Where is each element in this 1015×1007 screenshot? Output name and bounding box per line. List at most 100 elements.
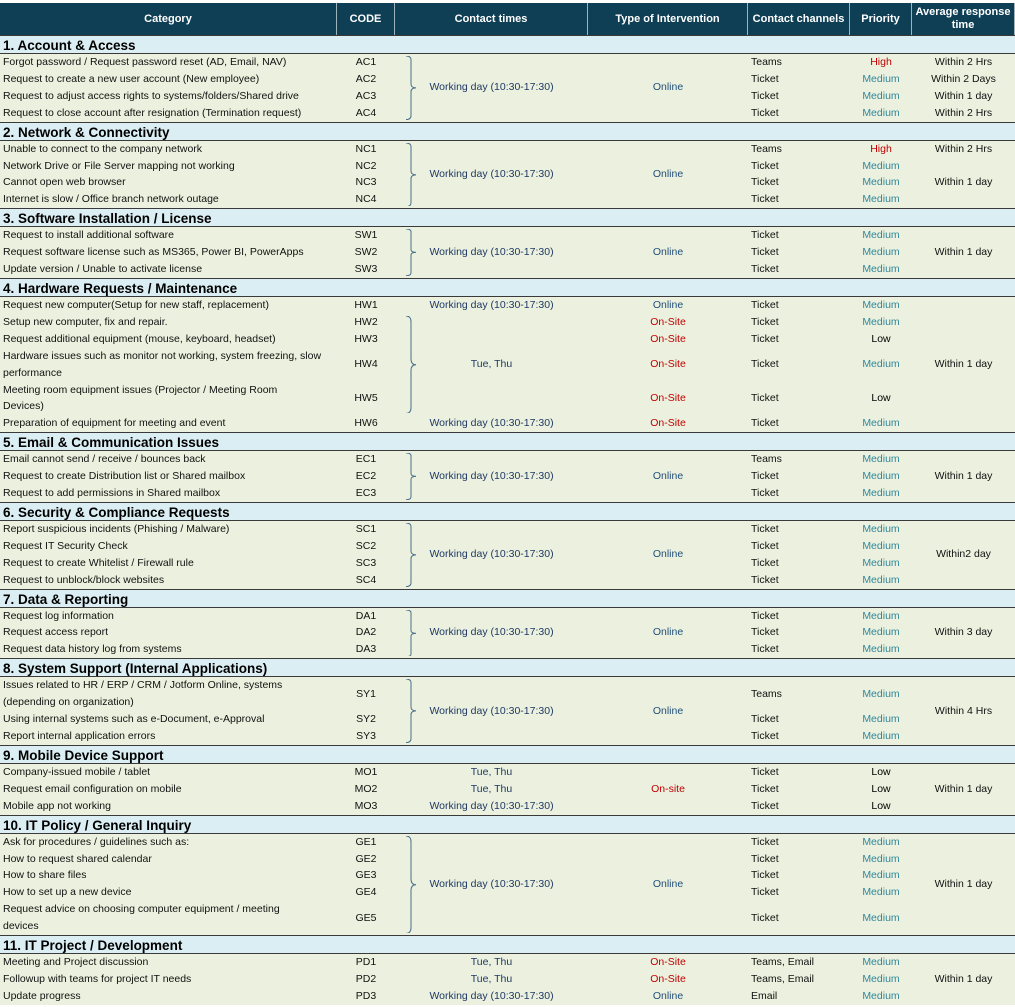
code-cell: SW3 bbox=[354, 263, 378, 276]
intervention-cell: Online bbox=[652, 167, 684, 180]
contact-time-cell: Working day (10:30-17:30) bbox=[395, 608, 588, 659]
channel-cell: Ticket bbox=[751, 89, 779, 102]
intervention-cell: On-Site bbox=[650, 417, 686, 430]
response-cell: Within 1 day bbox=[934, 246, 993, 259]
priority-cell: Medium bbox=[862, 835, 900, 848]
channel-cell: Teams bbox=[751, 453, 782, 466]
channel-cell: Ticket bbox=[751, 852, 779, 865]
category-cell: Report internal application errors bbox=[3, 730, 156, 742]
category-cell: Preparation of equipment for meeting and… bbox=[3, 417, 226, 430]
section-title: 2. Network & Connectivity bbox=[0, 121, 1015, 141]
code-cell: SY2 bbox=[356, 713, 376, 726]
channel-cell: Teams, Email bbox=[751, 972, 815, 985]
priority-cell: Medium bbox=[862, 315, 900, 328]
code-cell: SC2 bbox=[355, 539, 377, 552]
brace-path bbox=[406, 56, 416, 120]
category-cell: Request IT Security Check bbox=[3, 539, 128, 552]
priority-cell: Medium bbox=[862, 72, 900, 85]
priority-cell: Medium bbox=[862, 911, 900, 924]
code-cell: GE4 bbox=[355, 886, 377, 899]
category-cell: Report suspicious incidents (Phishing / … bbox=[3, 522, 230, 535]
contact-time-cell: Working day (10:30-17:30) bbox=[429, 417, 554, 430]
response-cell: Within 1 day bbox=[934, 358, 993, 371]
brace bbox=[405, 523, 417, 587]
response-cell: Within 1 day bbox=[934, 89, 993, 102]
intervention-cell: On-Site bbox=[650, 358, 686, 371]
brace-path bbox=[406, 229, 416, 276]
channel-cell: Ticket bbox=[751, 263, 779, 276]
category-cell: Request log information bbox=[3, 609, 114, 622]
priority-cell: Medium bbox=[862, 159, 900, 172]
category-cell: Email cannot send / receive / bounces ba… bbox=[3, 453, 206, 466]
brace bbox=[405, 229, 417, 276]
response-cell: Within 2 Hrs bbox=[934, 142, 993, 155]
category-cell: Unable to connect to the company network bbox=[3, 142, 203, 155]
code-cell: DA2 bbox=[355, 626, 377, 639]
contact-time-cell: Working day (10:30-17:30) bbox=[395, 677, 588, 745]
channel-cell: Ticket bbox=[751, 556, 779, 569]
response-cell: Within 4 Hrs bbox=[934, 704, 993, 717]
brace bbox=[405, 836, 417, 933]
channel-cell: Ticket bbox=[751, 229, 779, 242]
category-cell: Cannot open web browser bbox=[3, 176, 126, 189]
channel-cell: Ticket bbox=[751, 782, 779, 795]
category-cell: Request software license such as MS365, … bbox=[3, 246, 304, 259]
category-cell: Meeting room equipment issues (Projector… bbox=[3, 383, 278, 413]
category-cell: Request to create Distribution list or S… bbox=[3, 470, 246, 483]
code-cell: SY3 bbox=[356, 730, 376, 742]
section-title: 6. Security & Compliance Requests bbox=[0, 501, 1015, 521]
category-cell: Update version / Unable to activate lice… bbox=[3, 263, 203, 276]
intervention-cell: On-site bbox=[651, 782, 685, 795]
priority-cell: Medium bbox=[862, 609, 900, 622]
code-cell: GE1 bbox=[355, 835, 377, 848]
code-cell: SW2 bbox=[354, 246, 378, 259]
category-cell: Update progress bbox=[3, 989, 81, 1002]
priority-cell: Medium bbox=[862, 956, 900, 969]
channel-cell: Ticket bbox=[751, 911, 779, 924]
category-cell: Request new computer(Setup for new staff… bbox=[3, 298, 269, 311]
column-header: Contact channels bbox=[748, 3, 850, 35]
code-cell: HW5 bbox=[354, 391, 378, 404]
code-cell: MO1 bbox=[354, 765, 378, 778]
brace-path bbox=[406, 453, 416, 500]
section-title: 10. IT Policy / General Inquiry bbox=[0, 814, 1015, 834]
code-cell: EC3 bbox=[355, 487, 377, 500]
code-cell: SW1 bbox=[354, 229, 378, 242]
category-cell: Followup with teams for project IT needs bbox=[3, 972, 192, 985]
channel-cell: Ticket bbox=[751, 470, 779, 483]
priority-cell: Medium bbox=[862, 886, 900, 899]
brace-path bbox=[406, 143, 416, 207]
channel-cell: Email bbox=[751, 989, 778, 1002]
category-cell: Request to unblock/block websites bbox=[3, 573, 165, 586]
column-header: Category bbox=[0, 3, 337, 35]
brace bbox=[405, 610, 417, 657]
brace bbox=[405, 56, 417, 120]
intervention-cell: Online bbox=[652, 81, 684, 94]
priority-cell: Medium bbox=[862, 453, 900, 466]
response-cell: Within 3 day bbox=[934, 626, 993, 639]
code-cell: HW3 bbox=[354, 332, 378, 345]
priority-cell: Medium bbox=[862, 298, 900, 311]
code-cell: AC3 bbox=[355, 89, 377, 102]
response-cell: Within 1 day bbox=[934, 877, 993, 890]
category-cell: Request email configuration on mobile bbox=[3, 782, 182, 795]
code-cell: EC1 bbox=[355, 453, 377, 466]
code-cell: NC4 bbox=[355, 193, 377, 206]
intervention-cell: Online bbox=[652, 989, 684, 1002]
channel-cell: Ticket bbox=[751, 487, 779, 500]
priority-cell: Medium bbox=[862, 989, 900, 1002]
contact-time-cell: Working day (10:30-17:30) bbox=[395, 521, 588, 589]
channel-cell: Ticket bbox=[751, 626, 779, 639]
code-cell: AC2 bbox=[355, 72, 377, 85]
channel-cell: Teams bbox=[751, 142, 782, 155]
category-cell: Forgot password / Request password reset… bbox=[3, 56, 287, 68]
priority-cell: Medium bbox=[862, 730, 900, 742]
priority-cell: Medium bbox=[862, 539, 900, 552]
category-cell: Setup new computer, fix and repair. bbox=[3, 315, 168, 328]
code-cell: DA1 bbox=[355, 609, 377, 622]
contact-time-cell: Working day (10:30-17:30) bbox=[429, 298, 554, 311]
intervention-cell: Online bbox=[652, 626, 684, 639]
priority-cell: Low bbox=[871, 799, 891, 812]
priority-cell: Medium bbox=[862, 229, 900, 242]
channel-cell: Ticket bbox=[751, 643, 779, 656]
